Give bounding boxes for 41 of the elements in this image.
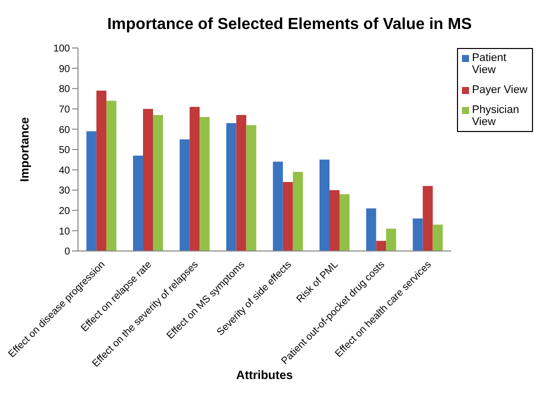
y-tick-label: 80 xyxy=(58,84,70,96)
bar xyxy=(272,162,283,251)
bar xyxy=(180,139,190,251)
bar xyxy=(96,90,106,251)
y-tick-label: 50 xyxy=(58,145,70,156)
y-tick-label: 100 xyxy=(53,44,70,55)
y-tick-label: 10 xyxy=(58,226,70,238)
bar xyxy=(432,224,443,251)
bar xyxy=(106,100,116,251)
legend-label: Patient View xyxy=(472,52,508,76)
bar xyxy=(282,182,293,251)
y-tick-label: 0 xyxy=(64,246,70,258)
bar xyxy=(153,114,164,251)
bar xyxy=(190,106,200,251)
y-tick-label: 60 xyxy=(58,124,70,136)
bar xyxy=(412,218,423,251)
bar xyxy=(386,228,396,251)
bar xyxy=(236,114,246,251)
y-tick-label: 70 xyxy=(58,104,70,116)
bar xyxy=(366,208,376,251)
bar xyxy=(200,117,210,251)
y-tick-label: 90 xyxy=(58,64,70,75)
legend-label: Physician View xyxy=(472,104,520,128)
bar xyxy=(246,125,256,251)
chart-title: Importance of Selected Elements of Value in MS xyxy=(106,15,473,35)
x-axis-title: Attributes xyxy=(236,368,294,382)
bar xyxy=(320,160,330,251)
bar xyxy=(143,108,154,251)
bar xyxy=(422,186,433,251)
legend-label: Payer View xyxy=(472,84,528,96)
y-axis-title: Importance xyxy=(17,116,32,182)
bar xyxy=(86,131,96,251)
bar xyxy=(133,156,144,251)
bar xyxy=(330,190,340,251)
bar xyxy=(226,123,236,251)
y-tick-label: 20 xyxy=(58,206,70,217)
bar xyxy=(292,172,303,251)
y-tick-label: 40 xyxy=(58,165,70,176)
bar xyxy=(340,194,350,251)
bar xyxy=(376,240,386,251)
y-tick-label: 30 xyxy=(58,186,70,197)
